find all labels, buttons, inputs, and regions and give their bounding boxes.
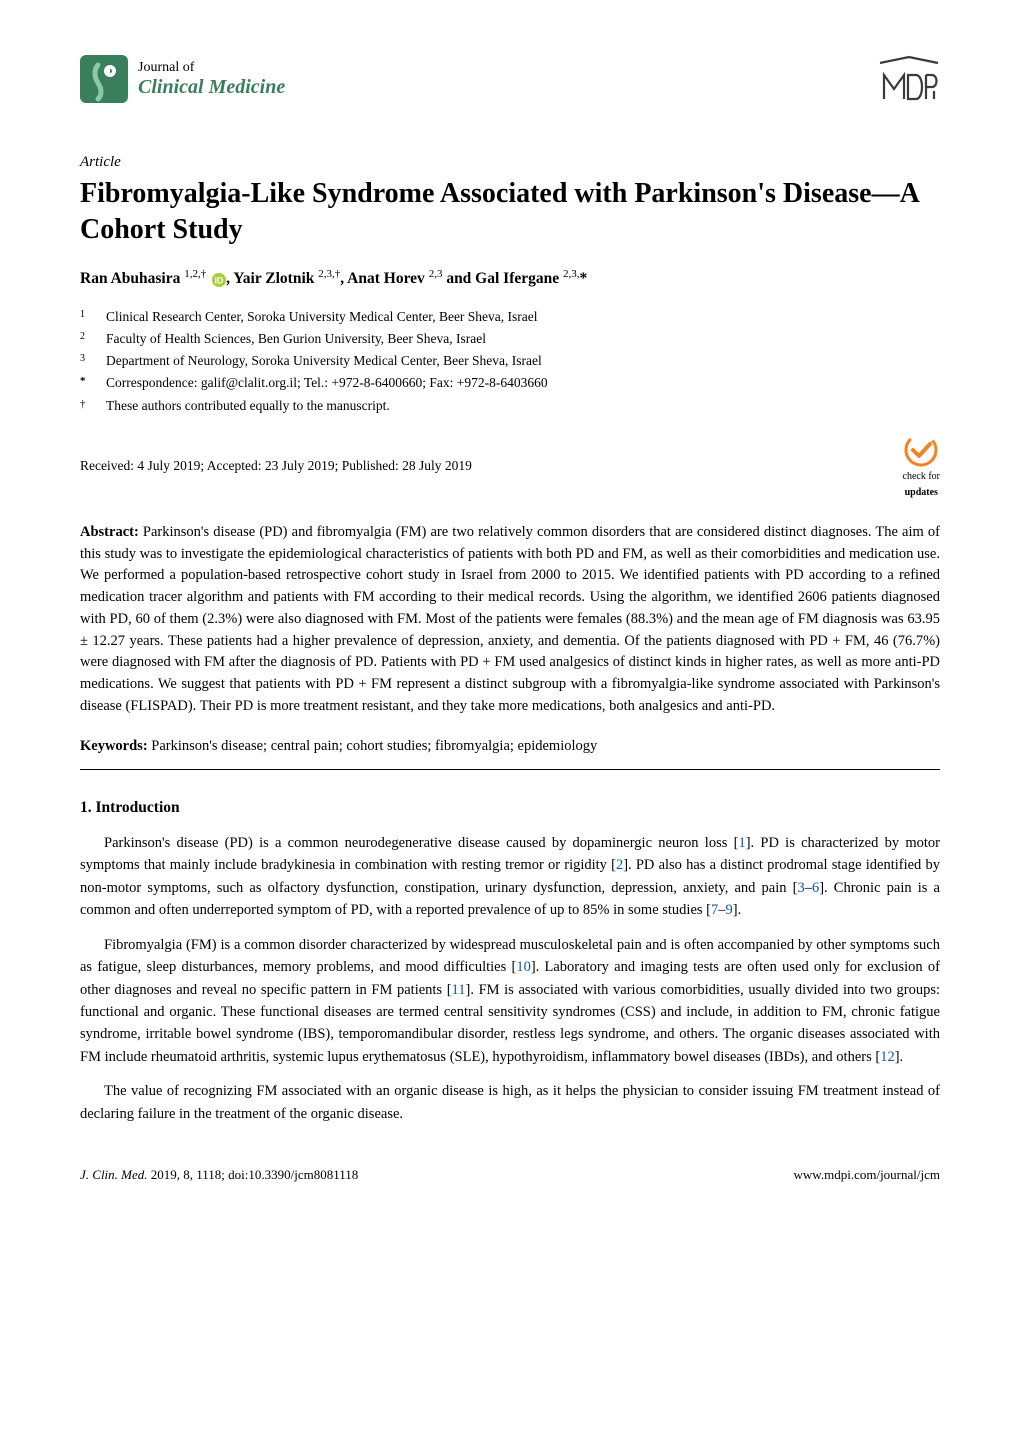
abstract-block: Abstract: Parkinson's disease (PD) and f…	[80, 522, 940, 718]
dates-text: Received: 4 July 2019; Accepted: 23 July…	[80, 456, 472, 476]
p1-text: –	[805, 880, 812, 896]
affiliation-row: 1 Clinical Research Center, Soroka Univer…	[80, 307, 940, 327]
check-updates-badge[interactable]: check for updates	[903, 432, 940, 500]
footer-journal-abbrev: J. Clin. Med.	[80, 1167, 148, 1182]
p1-text: Parkinson's disease (PD) is a common neu…	[104, 835, 738, 851]
keywords-label: Keywords:	[80, 738, 148, 754]
p1-text: –	[718, 902, 725, 918]
affiliation-row: † These authors contributed equally to th…	[80, 396, 940, 416]
author-4-star: *	[580, 270, 588, 287]
aff-text: These authors contributed equally to the…	[106, 396, 390, 416]
aff-text: Correspondence: galif@clalit.org.il; Tel…	[106, 373, 548, 393]
aff-text: Department of Neurology, Soroka Universi…	[106, 351, 542, 371]
orcid-icon[interactable]: iD	[212, 273, 226, 287]
check-updates-icon	[903, 432, 939, 468]
intro-paragraph-1: Parkinson's disease (PD) is a common neu…	[80, 832, 940, 922]
aff-num: 2	[80, 329, 92, 349]
author-4-sup: 2,3,	[563, 268, 580, 280]
p2-text: ].	[895, 1049, 903, 1065]
updates-bottom: updates	[905, 485, 938, 500]
journal-of-label: Journal of	[138, 60, 285, 75]
authors-line: Ran Abuhasira 1,2,† iD, Yair Zlotnik 2,3…	[80, 266, 940, 290]
ref-link[interactable]: 11	[452, 982, 466, 998]
journal-block: Journal of Clinical Medicine	[80, 55, 285, 103]
aff-num: †	[80, 396, 92, 416]
author-3: , Anat Horev	[340, 270, 428, 287]
ref-link[interactable]: 1	[738, 835, 745, 851]
intro-paragraph-3: The value of recognizing FM associated w…	[80, 1080, 940, 1125]
footer-row: J. Clin. Med. 2019, 8, 1118; doi:10.3390…	[80, 1165, 940, 1185]
footer-right[interactable]: www.mdpi.com/journal/jcm	[794, 1165, 940, 1185]
aff-text: Faculty of Health Sciences, Ben Gurion U…	[106, 329, 486, 349]
author-2-sup: 2,3,†	[318, 268, 340, 280]
journal-name: Clinical Medicine	[138, 76, 285, 98]
abstract-text: Parkinson's disease (PD) and fibromyalgi…	[80, 524, 940, 714]
journal-icon	[80, 55, 128, 103]
ref-link[interactable]: 12	[880, 1049, 895, 1065]
author-2: , Yair Zlotnik	[226, 270, 318, 287]
svg-text:iD: iD	[215, 275, 224, 285]
ref-link[interactable]: 10	[516, 959, 531, 975]
aff-num: 1	[80, 307, 92, 327]
affiliation-row: 3 Department of Neurology, Soroka Univers…	[80, 351, 940, 371]
keywords-block: Keywords: Parkinson's disease; central p…	[80, 736, 940, 758]
footer-left: J. Clin. Med. 2019, 8, 1118; doi:10.3390…	[80, 1165, 358, 1185]
mdpi-logo-icon	[878, 55, 940, 117]
affiliations-block: 1 Clinical Research Center, Soroka Univer…	[80, 307, 940, 416]
article-title: Fibromyalgia-Like Syndrome Associated wi…	[80, 176, 940, 249]
abstract-label: Abstract:	[80, 524, 139, 540]
aff-num: *	[80, 373, 92, 393]
affiliation-row: 2 Faculty of Health Sciences, Ben Gurion …	[80, 329, 940, 349]
author-1-sup: 1,2,†	[184, 268, 206, 280]
keywords-text: Parkinson's disease; central pain; cohor…	[148, 738, 598, 754]
article-type-label: Article	[80, 151, 940, 174]
author-1: Ran Abuhasira	[80, 270, 184, 287]
author-4: and Gal Ifergane	[442, 270, 563, 287]
affiliation-row: * Correspondence: galif@clalit.org.il; Te…	[80, 373, 940, 393]
aff-text: Clinical Research Center, Soroka Univers…	[106, 307, 538, 327]
footer-citation: 2019, 8, 1118; doi:10.3390/jcm8081118	[148, 1167, 359, 1182]
ref-link[interactable]: 3	[797, 880, 804, 896]
dates-row: Received: 4 July 2019; Accepted: 23 July…	[80, 432, 940, 500]
aff-num: 3	[80, 351, 92, 371]
journal-text: Journal of Clinical Medicine	[138, 60, 285, 97]
header-row: Journal of Clinical Medicine	[80, 55, 940, 117]
ref-link[interactable]: 9	[726, 902, 733, 918]
section-1-heading: 1. Introduction	[80, 796, 940, 819]
author-3-sup: 2,3	[429, 268, 443, 280]
intro-paragraph-2: Fibromyalgia (FM) is a common disorder c…	[80, 934, 940, 1069]
section-rule	[80, 769, 940, 770]
updates-top: check for	[903, 469, 940, 484]
p1-text: ].	[733, 902, 741, 918]
